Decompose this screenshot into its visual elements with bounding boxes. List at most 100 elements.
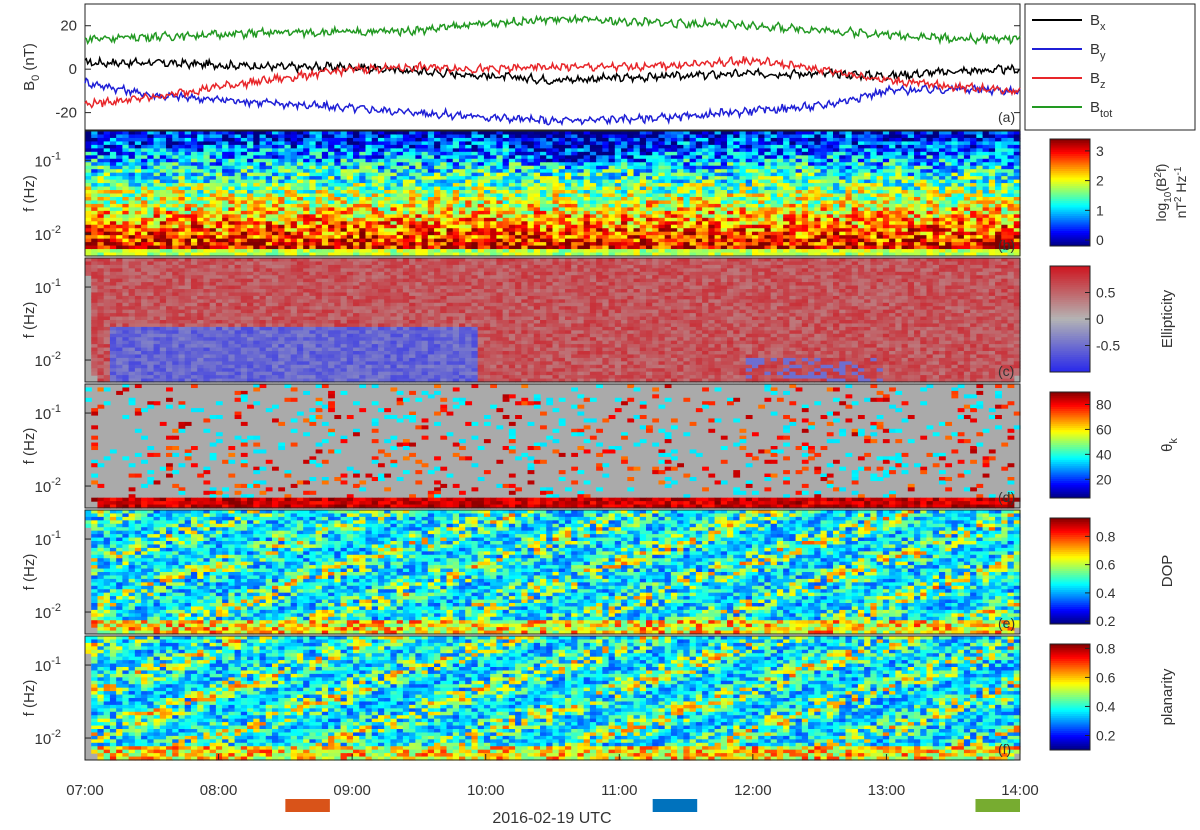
heatmap-cell xyxy=(247,249,254,254)
heatmap-cell xyxy=(708,193,716,198)
heatmap-cell xyxy=(814,252,822,257)
heatmap-cell xyxy=(91,155,99,160)
heatmap-cell xyxy=(733,148,741,153)
heatmap-cell xyxy=(889,252,896,257)
heatmap-cell xyxy=(353,183,360,188)
heatmap-cell xyxy=(259,193,267,198)
heatmap-cell xyxy=(402,148,410,153)
heatmap-cell xyxy=(533,221,541,226)
heatmap-cell xyxy=(197,183,205,188)
heatmap-cell xyxy=(870,196,878,202)
heatmap-cell xyxy=(147,252,155,257)
heatmap-cell xyxy=(938,203,946,208)
heatmap-cell xyxy=(745,249,753,254)
heatmap-cell xyxy=(427,131,435,136)
heatmap-cell xyxy=(141,179,148,184)
heatmap-cell xyxy=(371,158,379,163)
heatmap-cell xyxy=(783,179,790,184)
heatmap-cell xyxy=(234,200,242,205)
heatmap-cell xyxy=(452,176,460,181)
heatmap-cell xyxy=(359,155,367,160)
heatmap-cell xyxy=(234,228,242,233)
heatmap-cell xyxy=(502,235,510,240)
heatmap-cell xyxy=(602,148,610,153)
heatmap-cell xyxy=(577,190,585,195)
heatmap-cell xyxy=(608,217,616,222)
heatmap-cell xyxy=(222,249,229,254)
heatmap-cell xyxy=(215,141,223,146)
heatmap-cell xyxy=(789,169,797,174)
heatmap-cell xyxy=(234,137,242,143)
heatmap-cell xyxy=(496,210,504,215)
heatmap-cell xyxy=(533,245,541,250)
heatmap-cell xyxy=(833,214,840,219)
heatmap-cell xyxy=(247,137,254,143)
heatmap-cell xyxy=(689,162,697,167)
heatmap-cell xyxy=(564,158,572,163)
heatmap-cell xyxy=(477,193,485,198)
heatmap-cell xyxy=(247,217,254,222)
heatmap-cell xyxy=(371,144,379,149)
heatmap-cell xyxy=(328,134,335,139)
heatmap-cell xyxy=(496,151,504,156)
heatmap-cell xyxy=(789,151,797,156)
heatmap-cell xyxy=(689,214,697,219)
heatmap-cell xyxy=(141,221,148,226)
heatmap-cell xyxy=(639,186,647,191)
heatmap-cell xyxy=(727,165,734,170)
heatmap-cell xyxy=(159,169,167,174)
heatmap-cell xyxy=(938,134,946,139)
heatmap-cell xyxy=(646,186,653,191)
heatmap-cell xyxy=(808,252,815,257)
heatmap-cell xyxy=(583,137,591,143)
heatmap-cell xyxy=(253,176,261,181)
heatmap-cell xyxy=(496,176,504,181)
heatmap-cell xyxy=(783,144,790,149)
heatmap-cell xyxy=(97,207,105,212)
heatmap-cell xyxy=(315,144,323,149)
heatmap-cell xyxy=(564,224,572,229)
heatmap-cell xyxy=(353,249,360,254)
heatmap-cell xyxy=(240,190,248,195)
heatmap-cell xyxy=(851,165,859,170)
heatmap-cell xyxy=(109,221,117,226)
heatmap-cell xyxy=(714,134,722,139)
heatmap-cell xyxy=(116,249,123,254)
heatmap-cell xyxy=(247,134,254,139)
heatmap-cell xyxy=(259,214,267,219)
heatmap-cell xyxy=(228,214,236,219)
heatmap-cell xyxy=(328,214,335,219)
heatmap-cell xyxy=(222,238,229,243)
heatmap-cell xyxy=(471,183,479,188)
heatmap-cell xyxy=(801,190,809,195)
heatmap-cell xyxy=(459,196,466,202)
heatmap-cell xyxy=(371,228,379,233)
heatmap-cell xyxy=(583,238,591,243)
heatmap-cell xyxy=(857,148,865,153)
heatmap-cell xyxy=(415,235,423,240)
heatmap-cell xyxy=(914,196,921,202)
heatmap-cell xyxy=(197,158,205,163)
heatmap-cell xyxy=(596,134,603,139)
heatmap-cell xyxy=(253,151,261,156)
heatmap-cell xyxy=(882,169,890,174)
heatmap-cell xyxy=(683,235,691,240)
heatmap-cell xyxy=(708,203,716,208)
heatmap-cell xyxy=(122,235,130,240)
heatmap-cell xyxy=(515,242,522,247)
heatmap-cell xyxy=(440,224,448,229)
heatmap-cell xyxy=(795,183,803,188)
heatmap-cell xyxy=(901,224,909,229)
heatmap-cell xyxy=(801,151,809,156)
heatmap-cell xyxy=(826,196,834,202)
heatmap-cell xyxy=(646,144,653,149)
heatmap-cell xyxy=(670,179,678,184)
heatmap-cell xyxy=(377,214,385,219)
heatmap-cell xyxy=(808,217,815,222)
heatmap-cell xyxy=(159,196,167,202)
heatmap-cell xyxy=(91,231,99,236)
heatmap-cell xyxy=(926,131,934,136)
heatmap-cell xyxy=(596,186,603,191)
heatmap-cell xyxy=(596,141,603,146)
heatmap-cell xyxy=(745,137,753,143)
